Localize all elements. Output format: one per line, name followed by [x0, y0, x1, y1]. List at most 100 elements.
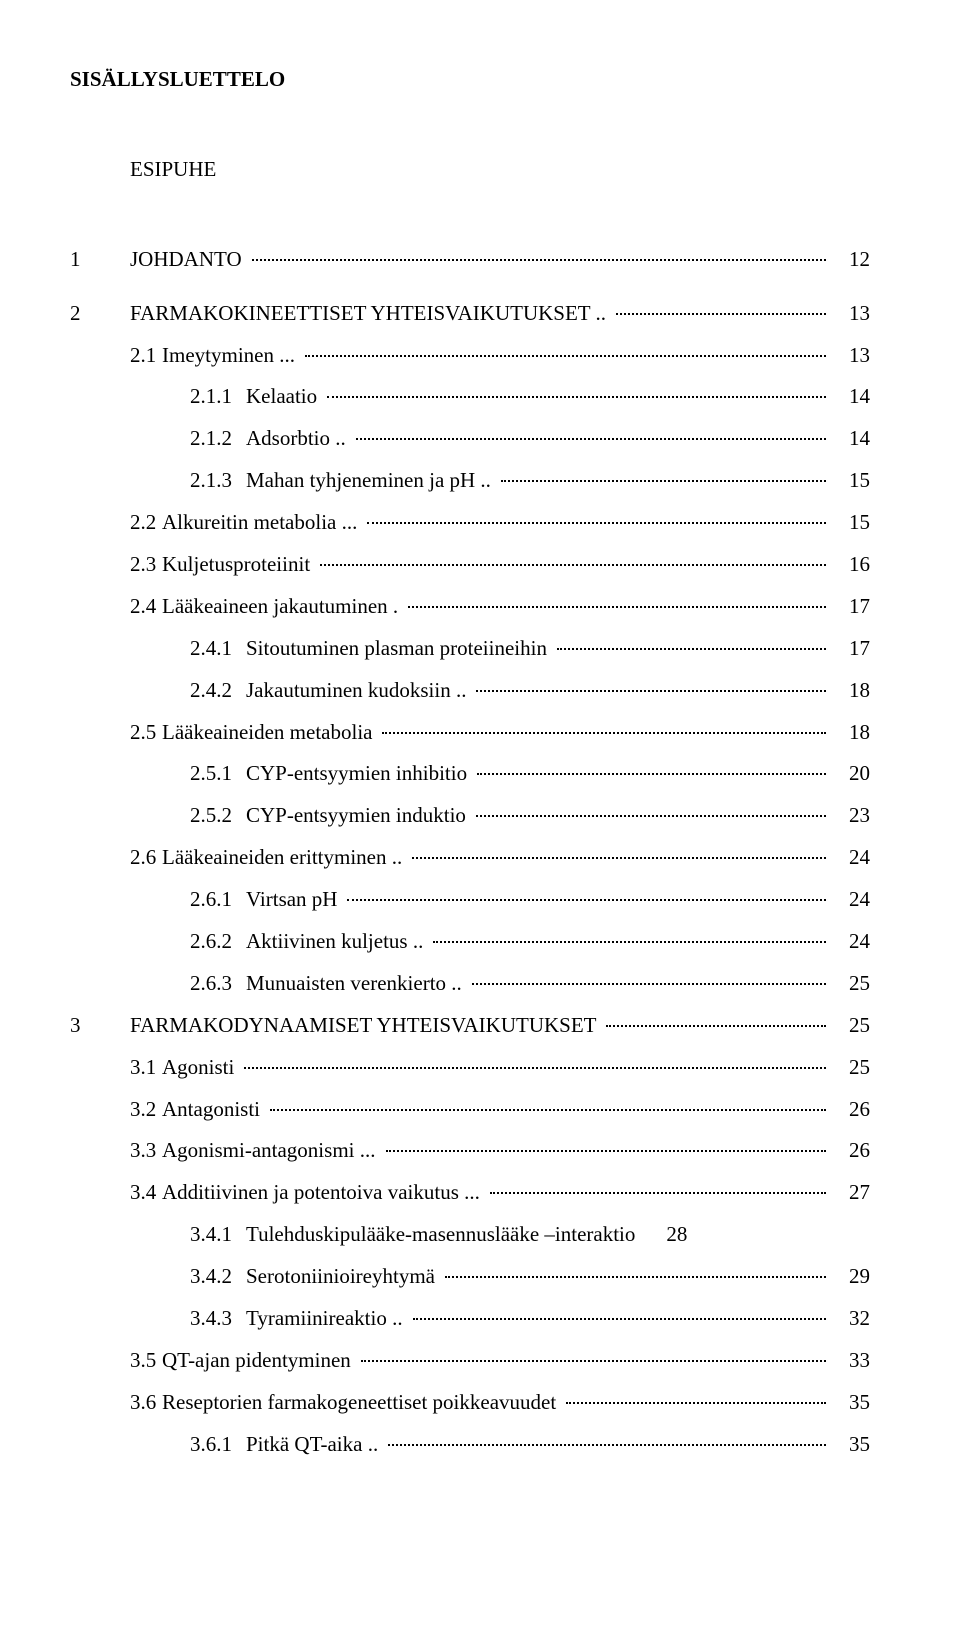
- toc-page-number: 28: [647, 1215, 687, 1255]
- toc-leader-dots: [476, 798, 826, 817]
- toc-row: 3FARMAKODYNAAMISET YHTEISVAIKUTUKSET 25: [70, 1006, 870, 1046]
- toc-leader-dots: [305, 338, 826, 357]
- toc-section-number: 3.6: [130, 1383, 162, 1423]
- toc-leader-dots: [270, 1092, 826, 1111]
- toc-container: 1JOHDANTO12 2FARMAKOKINEETTISET YHTEISVAI…: [70, 240, 870, 1465]
- toc-leader-dots: [244, 1050, 826, 1069]
- toc-subsection-number: 2.4.2: [190, 671, 246, 711]
- toc-leader-dots: [356, 421, 826, 440]
- toc-section-number: 2.5: [130, 713, 162, 753]
- toc-label: Kelaatio: [246, 377, 323, 417]
- toc-chapter-number: 1: [70, 240, 130, 280]
- toc-subsection-number: 2.5.1: [190, 754, 246, 794]
- toc-row: 3.3Agonismi-antagonismi ... 26: [70, 1131, 870, 1171]
- toc-leader-dots: [320, 547, 826, 566]
- toc-section-number: 2.6: [130, 838, 162, 878]
- toc-subsection-number: 2.6.3: [190, 964, 246, 1004]
- toc-label: Aktiivinen kuljetus ..: [246, 922, 429, 962]
- toc-subsection-number: 2.1.1: [190, 377, 246, 417]
- toc-row: 3.4.2Serotoniinioireyhtymä29: [70, 1257, 870, 1297]
- toc-page-number: 32: [830, 1299, 870, 1339]
- toc-label: Reseptorien farmakogeneettiset poikkeavu…: [162, 1383, 562, 1423]
- toc-page-number: 14: [830, 377, 870, 417]
- toc-label: Virtsan pH: [246, 880, 343, 920]
- toc-leader-dots: [382, 715, 826, 734]
- toc-leader-dots: [433, 924, 826, 943]
- toc-page-number: 12: [830, 240, 870, 280]
- toc-section-number: 2.4: [130, 587, 162, 627]
- toc-subsection-number: 2.4.1: [190, 629, 246, 669]
- toc-section-number: 3.2: [130, 1090, 162, 1130]
- toc-label: FARMAKODYNAAMISET YHTEISVAIKUTUKSET: [130, 1006, 602, 1046]
- toc-leader-dots: [477, 757, 826, 776]
- toc-leader-dots: [476, 673, 826, 692]
- toc-page-number: 27: [830, 1173, 870, 1213]
- toc-label: Tyramiinireaktio ..: [246, 1299, 409, 1339]
- toc-page-number: 24: [830, 922, 870, 962]
- toc-page-number: 15: [830, 461, 870, 501]
- toc-section-number: 3.3: [130, 1131, 162, 1171]
- toc-row: 3.4.1Tulehduskipulääke-masennuslääke –in…: [70, 1215, 870, 1255]
- toc-label: Alkureitin metabolia ...: [162, 503, 363, 543]
- toc-label: Munuaisten verenkierto ..: [246, 964, 468, 1004]
- toc-leader-dots: [388, 1427, 826, 1446]
- toc-label: Agonismi-antagonismi ...: [162, 1131, 382, 1171]
- toc-leader-dots: [557, 631, 826, 650]
- toc-subsection-number: 3.4.1: [190, 1215, 246, 1255]
- toc-label: FARMAKOKINEETTISET YHTEISVAIKUTUKSET ..: [130, 294, 612, 334]
- toc-row: 3.4.3Tyramiinireaktio .. 32: [70, 1299, 870, 1339]
- toc-section-number: 3.4: [130, 1173, 162, 1213]
- toc-label: Kuljetusproteiinit: [162, 545, 316, 585]
- toc-page-number: 24: [830, 880, 870, 920]
- toc-row: 2.6Lääkeaineiden erittyminen ..24: [70, 838, 870, 878]
- toc-label: QT-ajan pidentyminen: [162, 1341, 357, 1381]
- toc-leader-dots: [327, 380, 826, 399]
- toc-label: Antagonisti: [162, 1090, 266, 1130]
- toc-page-number: 25: [830, 1006, 870, 1046]
- toc-label: Additiivinen ja potentoiva vaikutus ...: [162, 1173, 486, 1213]
- toc-row: 1JOHDANTO12: [70, 240, 870, 280]
- toc-page-number: 25: [830, 1048, 870, 1088]
- toc-leader-dots: [408, 589, 826, 608]
- toc-page-number: 26: [830, 1090, 870, 1130]
- toc-leader-dots: [616, 296, 826, 315]
- toc-page-number: 13: [830, 294, 870, 334]
- toc-subsection-number: 2.1.3: [190, 461, 246, 501]
- toc-row: 3.5QT-ajan pidentyminen 33: [70, 1341, 870, 1381]
- toc-section-number: 2.3: [130, 545, 162, 585]
- toc-label: Lääkeaineiden erittyminen ..: [162, 838, 408, 878]
- toc-page-number: 35: [830, 1425, 870, 1465]
- toc-section-number: 2.1: [130, 336, 162, 376]
- toc-leader-dots: [386, 1134, 827, 1153]
- toc-row: 2.4Lääkeaineen jakautuminen .17: [70, 587, 870, 627]
- toc-row: 2.1.2Adsorbtio ..14: [70, 419, 870, 459]
- toc-leader-dots: [367, 505, 826, 524]
- toc-label: Agonisti: [162, 1048, 240, 1088]
- toc-page-number: 13: [830, 336, 870, 376]
- toc-label: CYP-entsyymien inhibitio: [246, 754, 473, 794]
- toc-subsection-number: 2.6.1: [190, 880, 246, 920]
- toc-row: 2.1Imeytyminen ... 13: [70, 336, 870, 376]
- page-title: SISÄLLYSLUETTELO: [70, 60, 870, 100]
- toc-label: Imeytyminen ...: [162, 336, 301, 376]
- toc-subsection-number: 3.4.3: [190, 1299, 246, 1339]
- toc-page-number: 14: [830, 419, 870, 459]
- toc-page-number: 33: [830, 1341, 870, 1381]
- toc-label: Adsorbtio ..: [246, 419, 352, 459]
- toc-row: 2.1.1Kelaatio 14: [70, 377, 870, 417]
- toc-row: 2.5Lääkeaineiden metabolia 18: [70, 713, 870, 753]
- toc-row: 2.6.1Virtsan pH 24: [70, 880, 870, 920]
- toc-subsection-number: 3.4.2: [190, 1257, 246, 1297]
- toc-label: Lääkeaineiden metabolia: [162, 713, 378, 753]
- toc-section-number: 3.5: [130, 1341, 162, 1381]
- toc-page-number: 35: [830, 1383, 870, 1423]
- toc-leader-dots: [606, 1008, 826, 1027]
- toc-page-number: 26: [830, 1131, 870, 1171]
- toc-subsection-number: 2.5.2: [190, 796, 246, 836]
- toc-page-number: 18: [830, 713, 870, 753]
- toc-leader-dots: [361, 1343, 826, 1362]
- toc-chapter-number: 3: [70, 1006, 130, 1046]
- toc-chapter-number: 2: [70, 294, 130, 334]
- toc-row: 2.2Alkureitin metabolia ...15: [70, 503, 870, 543]
- toc-subsection-number: 3.6.1: [190, 1425, 246, 1465]
